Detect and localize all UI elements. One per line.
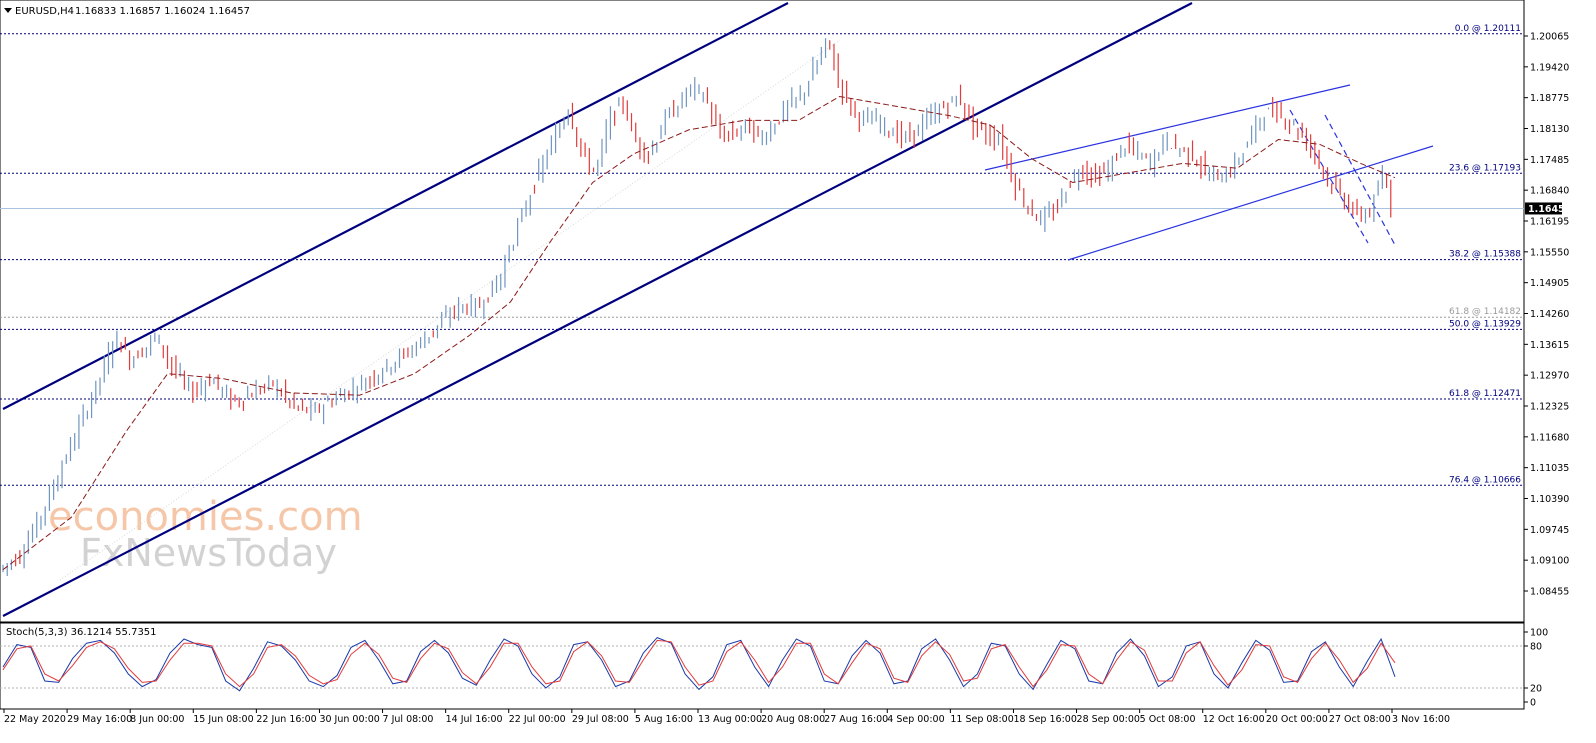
y-tick-label: 1.08455 xyxy=(1530,587,1569,598)
x-tick-label: 3 Nov 16:00 xyxy=(1392,714,1450,725)
y-tick-label: 1.12970 xyxy=(1530,371,1569,382)
x-tick-label: 4 Sep 00:00 xyxy=(887,714,944,725)
y-tick-label: 1.11680 xyxy=(1530,432,1569,443)
fib-level-label: 61.8 @ 1.12471 xyxy=(1449,389,1521,399)
y-tick-label: 1.18130 xyxy=(1530,124,1569,135)
moving-average-line xyxy=(2,95,1396,571)
fib-level-label: 0.0 @ 1.20111 xyxy=(1455,24,1521,34)
x-tick-label: 22 May 2020 xyxy=(4,714,66,725)
watermark-brand: economies.com xyxy=(48,494,363,540)
y-tick-label: 1.11035 xyxy=(1530,463,1569,474)
y-tick-label: 1.20065 xyxy=(1530,32,1569,43)
fib-level-label: 23.6 @ 1.17193 xyxy=(1449,163,1521,173)
x-tick-label: 27 Oct 08:00 xyxy=(1329,714,1391,725)
y-tick-label: 1.13615 xyxy=(1530,340,1569,351)
x-tick-label: 13 Aug 00:00 xyxy=(698,714,762,725)
moving-average xyxy=(2,95,1396,571)
y-tick-label: 1.14905 xyxy=(1530,278,1569,289)
x-tick-label: 14 Jul 16:00 xyxy=(446,714,503,725)
x-tick-label: 7 Jul 08:00 xyxy=(383,714,434,725)
y-tick-label: 1.12325 xyxy=(1530,402,1569,413)
channel-lower-line xyxy=(2,2,1193,617)
stoch-y-tick-label: 0 xyxy=(1530,698,1536,709)
small-channel-lower-line xyxy=(1067,145,1434,261)
x-tick-label: 5 Oct 08:00 xyxy=(1140,714,1196,725)
fib-level-label: 50.0 @ 1.13929 xyxy=(1449,319,1521,329)
dropdown-triangle-icon[interactable] xyxy=(4,8,12,13)
symbol-label: EURUSD,H4 xyxy=(15,6,74,17)
svg-text:1.16457: 1.16457 xyxy=(1528,204,1571,215)
x-tick-label: 5 Aug 16:00 xyxy=(635,714,693,725)
x-tick-label: 20 Aug 08:00 xyxy=(761,714,825,725)
y-tick-label: 1.09100 xyxy=(1530,556,1569,567)
fibonacci-levels: 0.0 @ 1.20111 23.6 @ 1.17193 38.2 @ 1.1538… xyxy=(0,24,1524,486)
x-tick-label: 15 Jun 08:00 xyxy=(193,714,253,725)
x-tick-label: 27 Aug 16:00 xyxy=(824,714,888,725)
x-tick-label: 30 Jun 00:00 xyxy=(319,714,379,725)
y-tick-label: 1.10390 xyxy=(1530,494,1569,505)
y-tick-label: 1.16195 xyxy=(1530,217,1569,228)
fib-level-label: 61.8 @ 1.14182 xyxy=(1449,307,1521,317)
stoch-y-tick-label: 80 xyxy=(1530,642,1542,653)
y-tick-label: 1.17485 xyxy=(1530,155,1569,166)
x-tick-label: 28 Sep 00:00 xyxy=(1077,714,1140,725)
y-tick-label: 1.14260 xyxy=(1530,309,1569,320)
stochastic-panel[interactable] xyxy=(0,622,1525,710)
y-tick-label: 1.18775 xyxy=(1530,93,1569,104)
x-tick-label: 8 Jun 00:00 xyxy=(130,714,184,725)
small-channel-upper-line xyxy=(984,84,1351,171)
watermark-brand-sub: FxNewsToday xyxy=(80,531,337,575)
x-tick-label: 22 Jul 00:00 xyxy=(509,714,566,725)
ohlc-values: 1.16833 1.16857 1.16024 1.16457 xyxy=(75,6,250,17)
channel-upper-line xyxy=(2,2,789,410)
stoch-series-main xyxy=(2,637,1396,692)
x-tick-label: 18 Sep 16:00 xyxy=(1013,714,1076,725)
fib-level-label: 76.4 @ 1.10666 xyxy=(1449,475,1521,485)
x-tick-label: 20 Oct 00:00 xyxy=(1266,714,1328,725)
stoch-y-tick-label: 100 xyxy=(1530,628,1548,639)
current-price-tag: 1.16457 xyxy=(1525,202,1571,215)
stoch-y-tick-label: 20 xyxy=(1530,684,1542,695)
x-tick-label: 29 Jul 08:00 xyxy=(572,714,629,725)
falling-channel-lower-line xyxy=(1324,114,1396,246)
stochastic-label: Stoch(5,3,3) 36.1214 55.7351 xyxy=(6,627,157,638)
stoch-series-signal xyxy=(2,639,1396,688)
y-tick-label: 1.15550 xyxy=(1530,247,1569,258)
falling-channel-upper-line xyxy=(1289,109,1369,244)
y-tick-label: 1.16840 xyxy=(1530,186,1569,197)
price-axis: 1.20065 1.19420 1.18775 1.18130 1.17485 1.168… xyxy=(1524,32,1569,598)
time-axis: 22 May 2020 29 May 16:008 Jun 00:00 15 Jun… xyxy=(3,709,1450,725)
x-tick-label: 12 Oct 16:00 xyxy=(1203,714,1265,725)
x-tick-label: 22 Jun 16:00 xyxy=(256,714,316,725)
y-tick-label: 1.09745 xyxy=(1530,525,1569,536)
x-tick-label: 29 May 16:00 xyxy=(67,714,132,725)
x-tick-label: 11 Sep 08:00 xyxy=(950,714,1013,725)
stochastic-lines: 100 80 20 0 xyxy=(0,628,1548,709)
y-tick-label: 1.19420 xyxy=(1530,62,1569,73)
fib-level-label: 38.2 @ 1.15388 xyxy=(1449,250,1521,260)
